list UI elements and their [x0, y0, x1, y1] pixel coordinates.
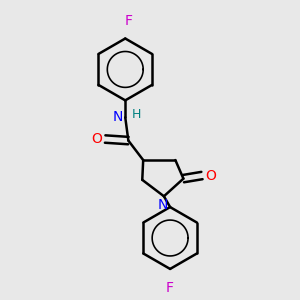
Text: O: O — [91, 132, 102, 146]
Text: O: O — [205, 169, 216, 182]
Text: H: H — [131, 108, 141, 122]
Text: N: N — [112, 110, 123, 124]
Text: N: N — [157, 198, 168, 212]
Text: F: F — [166, 281, 174, 295]
Text: F: F — [124, 14, 132, 28]
